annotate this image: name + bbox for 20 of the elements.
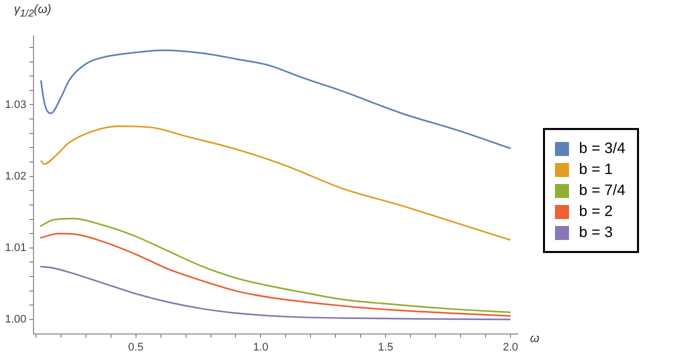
- line-series: [39, 218, 512, 314]
- x-axis-title: ω: [530, 331, 540, 345]
- y-tick-label: 1.02: [4, 170, 26, 182]
- legend-label: b = 3/4: [579, 140, 626, 157]
- x-tick-label: 2.0: [502, 341, 518, 354]
- x-tick-label: 0.5: [128, 341, 144, 354]
- y-axis-title: γ$_{1/2}$(ω): [14, 2, 52, 20]
- line-series: [39, 232, 512, 317]
- legend-label: b = 1: [579, 161, 613, 178]
- y-tick-label: 1.03: [4, 98, 26, 111]
- x-tick-label: 1.5: [378, 341, 394, 354]
- x-tick-label: 1.0: [253, 341, 268, 354]
- line-series: [40, 125, 512, 241]
- line-series: [40, 50, 512, 150]
- legend-label: b = 7/4: [579, 182, 626, 199]
- line-series: [39, 266, 512, 320]
- legend-label: b = 2: [579, 203, 613, 220]
- y-tick-label: 1.01: [4, 242, 26, 254]
- y-tick-label: 1.00: [4, 314, 26, 326]
- legend-label: b = 3: [579, 224, 613, 241]
